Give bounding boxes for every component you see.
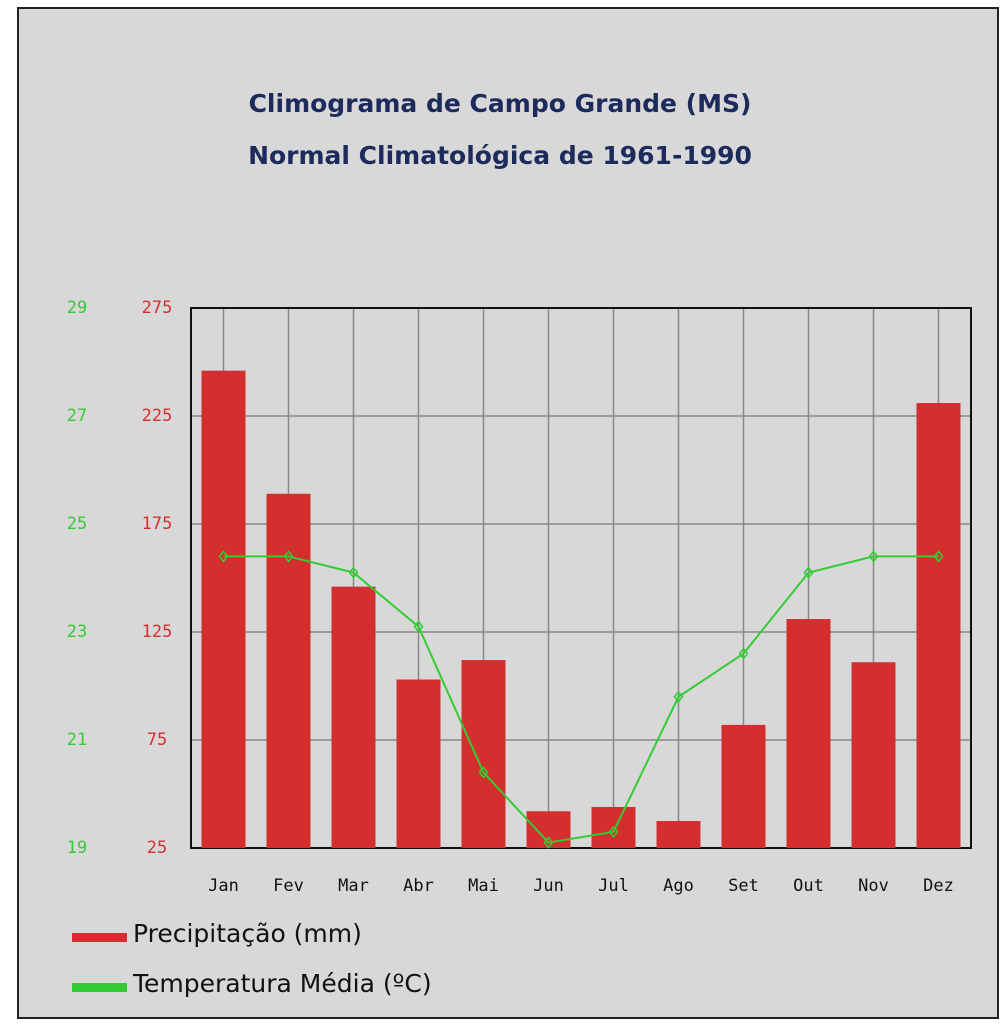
y2-tick-label: 21 [67,730,87,750]
x-tick-label: Jun [533,876,564,896]
line-marker [543,836,554,849]
y-tick-label: 275 [142,298,173,318]
chart-subtitle: Normal Climatológica de 1961-1990 [248,141,752,170]
bar [851,662,896,848]
bar [266,493,311,848]
bar [656,821,701,848]
x-tick-label: Jan [208,876,239,896]
line-marker [478,766,489,779]
y2-tick-label: 19 [67,838,87,858]
chart-title: Climograma de Campo Grande (MS) [249,89,752,118]
x-tick-label: Set [728,876,759,896]
x-tick-label: Dez [923,876,954,896]
y-tick-label: 125 [142,622,173,642]
legend-label: Precipitação (mm) [133,919,362,948]
x-tick-label: Fev [273,876,304,896]
y2-tick-label: 23 [67,622,87,642]
bar [786,619,831,848]
bar [461,660,506,848]
line-marker [348,566,359,579]
y2-tick-label: 25 [67,514,87,534]
x-tick-label: Ago [663,876,694,896]
x-tick-label: Jul [598,876,629,896]
y-tick-label: 25 [147,838,167,858]
bar [331,586,376,848]
y2-tick-label: 29 [67,298,87,318]
bar [721,724,766,848]
plot-area [191,308,971,848]
line-marker [673,690,684,704]
x-tick-label: Nov [858,876,889,896]
line-marker [608,825,619,839]
line-marker [868,550,879,563]
line-marker [283,550,294,563]
legend-label: Temperatura Média (ºC) [132,969,432,998]
y-tick-label: 225 [142,406,173,426]
line-marker [413,620,424,633]
legend-swatch [72,983,127,992]
x-tick-label: Mai [468,876,499,896]
bar [201,370,246,848]
x-tick-label: Out [793,876,824,896]
y-tick-label: 75 [147,730,167,750]
line-marker [738,647,749,660]
line-marker [218,550,229,563]
y-tick-label: 175 [142,514,173,534]
legend-swatch [72,933,127,942]
plot-border [190,307,972,849]
line [223,555,939,844]
x-tick-label: Abr [403,876,434,896]
x-tick-label: Mar [338,876,369,896]
bar [396,679,441,848]
bar [916,403,961,848]
y2-tick-label: 27 [67,406,87,426]
line-marker [933,550,944,563]
line-marker [803,566,814,579]
